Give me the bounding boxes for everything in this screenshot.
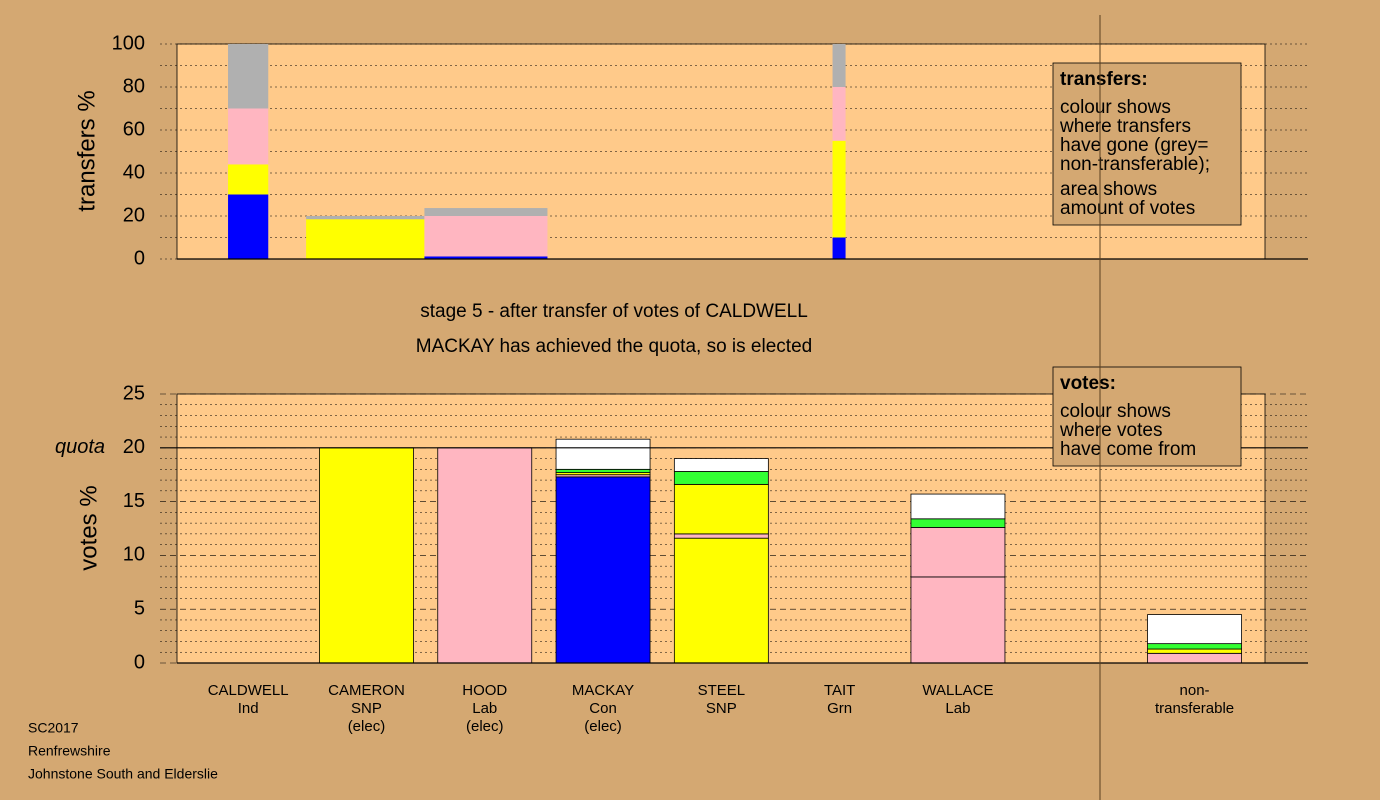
bar-segment	[437, 447, 533, 664]
y-tick-label: 80	[123, 75, 145, 97]
x-tick-label: (elec)	[584, 718, 622, 735]
bar-segment	[555, 438, 651, 470]
bar-segment	[228, 108, 269, 165]
x-tick-label: (elec)	[466, 718, 504, 735]
x-tick-label: CALDWELL	[208, 682, 289, 699]
bar-segment	[673, 537, 769, 664]
x-tick-label: transferable	[1155, 700, 1234, 717]
x-tick-label: SNP	[706, 700, 737, 717]
y-tick-label: 40	[123, 161, 145, 183]
bar-segment	[673, 483, 769, 535]
bar-segment	[910, 527, 1006, 578]
y-tick-label: 60	[123, 118, 145, 140]
legend-box	[1052, 62, 1242, 226]
bar-segment	[832, 87, 846, 141]
bar-segment	[1147, 648, 1242, 654]
bar-segment	[1147, 652, 1242, 664]
legend-text: non-transferable);	[1060, 154, 1210, 175]
x-tick-label: Ind	[238, 700, 259, 717]
bar-segment	[832, 44, 846, 87]
bar-segment	[910, 493, 1006, 520]
bar-segment	[228, 194, 269, 259]
x-tick-label: (elec)	[348, 718, 386, 735]
bar-segment	[228, 164, 269, 195]
bar-segment	[306, 219, 425, 259]
y-tick-label: 20	[123, 436, 145, 458]
legend-text: have come from	[1060, 439, 1196, 460]
bar-segment	[673, 533, 769, 539]
bar-segment	[832, 140, 846, 238]
y-tick-label: 0	[134, 247, 145, 269]
chart-subtitle: MACKAY has achieved the quota, so is ele…	[416, 336, 812, 357]
legend-text: where votes	[1059, 420, 1162, 441]
x-tick-label: Grn	[827, 700, 852, 717]
x-tick-label: non-	[1180, 682, 1210, 699]
y-tick-label: 10	[123, 544, 145, 566]
x-tick-label: MACKAY	[572, 682, 634, 699]
legend-text: amount of votes	[1060, 198, 1195, 219]
bar-segment	[1147, 643, 1242, 650]
footer-text: Renfrewshire	[28, 743, 111, 759]
y-tick-label: 0	[134, 651, 145, 673]
bar-segment	[673, 471, 769, 485]
bar-segment	[228, 44, 269, 109]
x-tick-label: HOOD	[462, 682, 507, 699]
bar-segment	[306, 216, 425, 220]
footer-text: SC2017	[28, 720, 79, 736]
y-tick-label: 100	[112, 32, 145, 54]
legend-title: transfers:	[1060, 69, 1148, 90]
bar-segment	[319, 447, 414, 664]
bar-segment	[673, 458, 769, 472]
x-tick-label: CAMERON	[328, 682, 405, 699]
legend-box	[1052, 366, 1242, 467]
bar-segment	[1147, 614, 1242, 645]
y-tick-label: 15	[123, 490, 145, 512]
legend-text: colour shows	[1060, 401, 1171, 422]
bar-segment	[424, 256, 548, 259]
y-tick-label: 20	[123, 204, 145, 226]
bar-segment	[555, 476, 651, 664]
legend-text: area shows	[1060, 179, 1157, 200]
legend-text: where transfers	[1059, 116, 1191, 137]
x-tick-label: Lab	[472, 700, 497, 717]
x-tick-label: SNP	[351, 700, 382, 717]
chart-title: stage 5 - after transfer of votes of CAL…	[420, 301, 808, 322]
bar-segment	[910, 518, 1006, 528]
bar-segment	[832, 237, 846, 259]
legend-title: votes:	[1060, 373, 1116, 394]
footer-text: Johnstone South and Elderslie	[28, 766, 218, 782]
x-tick-label: WALLACE	[922, 682, 993, 699]
legend-text: have gone (grey=	[1060, 135, 1208, 156]
y-tick-label: 5	[134, 597, 145, 619]
marks: CALDWELLIndCAMERONSNP(elec)HOODLab(elec)…	[208, 44, 1242, 735]
quota-label: quota	[55, 436, 105, 458]
y-tick-label: 25	[123, 382, 145, 404]
y-axis-label: transfers %	[73, 90, 100, 211]
bar-segment	[555, 468, 651, 473]
bar-segment	[424, 216, 548, 257]
bar-segment	[424, 208, 548, 216]
legend-text: colour shows	[1060, 97, 1171, 118]
x-tick-label: Con	[589, 700, 617, 717]
bar-segment	[910, 576, 1006, 664]
x-tick-label: STEEL	[698, 682, 746, 699]
x-tick-label: Lab	[945, 700, 970, 717]
y-axis-label: votes %	[75, 485, 102, 570]
x-tick-label: TAIT	[824, 682, 855, 699]
